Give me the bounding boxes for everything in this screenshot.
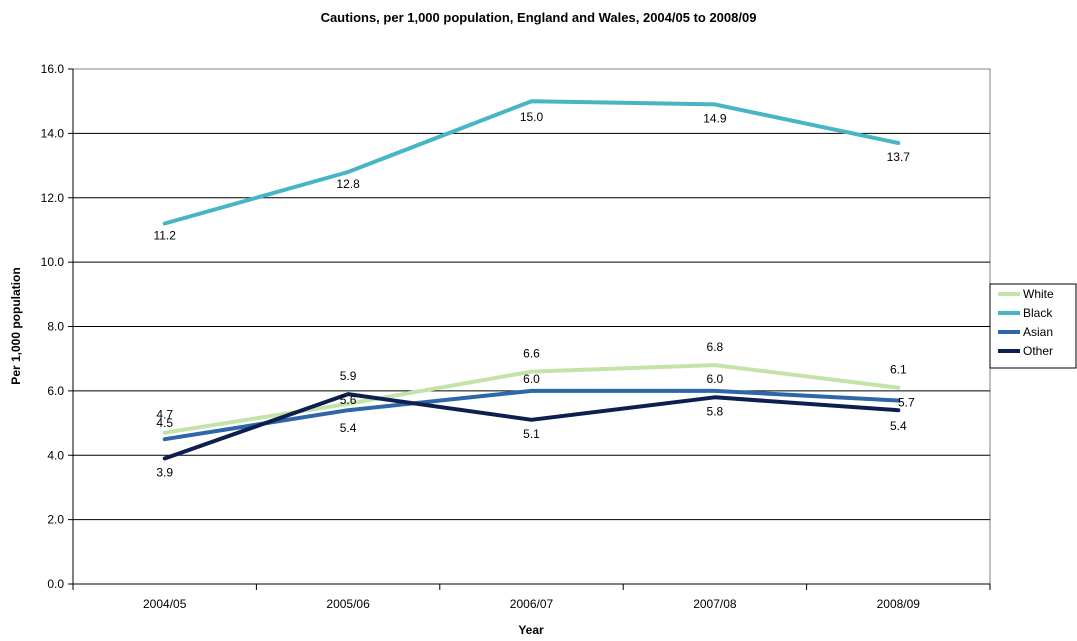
y-tick-label: 16.0 <box>41 62 65 76</box>
data-label-asian: 6.0 <box>523 372 540 386</box>
y-tick-label: 2.0 <box>47 513 64 527</box>
legend: White Black Asian Other <box>989 283 1077 369</box>
data-label-asian: 6.0 <box>707 372 724 386</box>
legend-label-white: White <box>1023 287 1054 301</box>
y-tick-label: 6.0 <box>47 384 64 398</box>
data-label-other: 5.9 <box>340 369 357 383</box>
legend-label-other: Other <box>1023 344 1053 358</box>
y-tick-label: 14.0 <box>41 126 65 140</box>
series-line-other <box>162 392 901 461</box>
series-line-white <box>162 363 901 435</box>
x-axis-title: Year <box>518 623 544 637</box>
y-tick-label: 4.0 <box>47 448 64 462</box>
y-tick-label: 12.0 <box>41 191 65 205</box>
series-line-asian <box>162 388 901 442</box>
gridlines <box>72 68 991 585</box>
data-label-other: 5.8 <box>707 404 724 418</box>
data-label-asian: 5.7 <box>898 396 915 410</box>
legend-box <box>989 283 1077 369</box>
y-tick-label: 10.0 <box>41 255 65 269</box>
y-axis-title: Per 1,000 population <box>9 267 23 384</box>
data-label-other: 5.1 <box>523 427 540 441</box>
data-label-black: 11.2 <box>153 229 176 243</box>
x-tick-label: 2007/08 <box>693 597 737 611</box>
legend-label-black: Black <box>1023 306 1053 320</box>
y-tick-label: 8.0 <box>47 320 64 334</box>
data-label-other: 3.9 <box>156 465 173 479</box>
data-labels: 4.7 5.6 6.6 6.8 6.1 11.2 12.8 15.0 14.9 13.7 4.5 5.… <box>153 110 914 479</box>
data-label-asian: 4.5 <box>156 416 173 430</box>
data-label-black: 13.7 <box>887 150 911 164</box>
series-lines <box>162 99 901 461</box>
data-label-other: 5.4 <box>890 419 907 433</box>
x-tick-label: 2005/06 <box>326 597 370 611</box>
chart-title: Cautions, per 1,000 population, England … <box>320 10 757 25</box>
series-line-black <box>162 99 901 226</box>
data-label-white: 6.1 <box>890 363 907 377</box>
data-label-white: 6.6 <box>523 347 540 361</box>
data-label-black: 15.0 <box>520 110 544 124</box>
x-tick-label: 2006/07 <box>510 597 554 611</box>
x-tick-label: 2004/05 <box>143 597 187 611</box>
axes: 0.0 2.0 4.0 6.0 8.0 10.0 12.0 14.0 16.0 2004/05 20… <box>41 62 991 611</box>
y-tick-label: 0.0 <box>47 577 64 591</box>
legend-label-asian: Asian <box>1023 325 1053 339</box>
data-label-white: 5.6 <box>340 393 357 407</box>
data-label-asian: 5.4 <box>340 421 357 435</box>
data-label-white: 6.8 <box>707 340 724 354</box>
x-tick-label: 2008/09 <box>877 597 921 611</box>
data-label-black: 14.9 <box>703 111 727 125</box>
data-label-white: 4.7 <box>156 408 173 422</box>
data-label-black: 12.8 <box>336 177 360 191</box>
